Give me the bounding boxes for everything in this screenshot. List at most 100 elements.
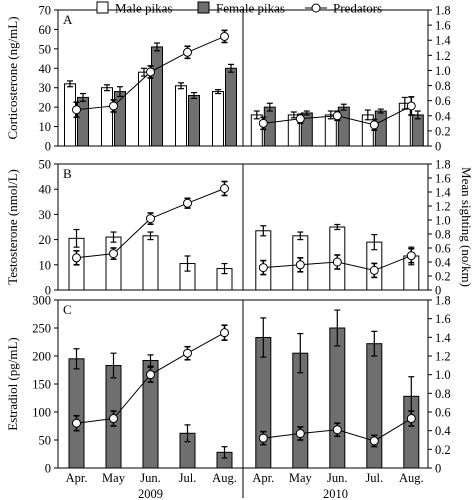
year-label-2010: 2010 — [323, 487, 348, 500]
right-tick-label: 0.8 — [435, 79, 451, 93]
right-tick-label: 1.0 — [435, 64, 451, 78]
predator-point — [369, 436, 379, 446]
female-bar — [411, 114, 424, 147]
predator-point — [258, 118, 268, 128]
predator-point — [109, 101, 118, 111]
month-label: Jun. — [327, 471, 348, 485]
legend-predator-label: Predators — [333, 1, 382, 16]
male-bar — [175, 85, 187, 147]
right-tick-label: 0 — [435, 140, 441, 154]
left-tick-label: 300 — [32, 294, 51, 308]
male-bar — [142, 235, 159, 291]
right-tick-label: 1.6 — [435, 172, 451, 186]
left-tick-label: 70 — [39, 4, 52, 18]
month-label: Apr. — [66, 471, 88, 485]
predator-point — [109, 414, 118, 424]
month-label: Aug. — [399, 471, 424, 485]
male-bar — [105, 236, 122, 291]
female-bar — [77, 96, 89, 147]
female-bar — [329, 327, 346, 469]
predator-point — [220, 31, 229, 41]
legend-female-swatch — [197, 1, 210, 14]
right-tick-label: 1.4 — [435, 331, 451, 345]
month-label: Jul. — [179, 471, 197, 485]
left-tick-label: 200 — [32, 350, 51, 364]
year-label-2009: 2009 — [138, 487, 163, 500]
predator-point — [295, 428, 305, 438]
right-tick-label: 0.4 — [435, 109, 451, 123]
predator-point — [406, 414, 416, 424]
right-tick-label: 1.0 — [435, 214, 451, 228]
left-tick-label: 0 — [45, 462, 51, 476]
legend-predator-marker — [311, 3, 321, 13]
left-tick-label: 100 — [32, 406, 51, 420]
predator-point — [146, 67, 155, 77]
right-tick-label: 1.6 — [435, 312, 451, 326]
female-bar — [151, 46, 163, 147]
month-label: May — [102, 471, 126, 485]
predator-point — [183, 348, 192, 358]
predator-point — [72, 253, 81, 263]
left-tick-label: 20 — [39, 101, 52, 115]
left-tick-label: 40 — [39, 62, 52, 76]
right-tick-label: 1.8 — [435, 294, 451, 308]
predator-point — [72, 418, 81, 428]
legend-male-label: Male pikas — [115, 1, 172, 16]
x-axis-labels: Apr. May Jun. Jul. Aug. Apr. May Jun. Jul. Aug. 20… — [66, 468, 424, 500]
right-tick-label: 0.4 — [435, 256, 451, 270]
right-tick-label: 0.8 — [435, 228, 451, 242]
left-tick-label: 150 — [32, 378, 51, 392]
left-tick-label: 250 — [32, 322, 51, 336]
male-bar — [138, 71, 150, 147]
right-tick-label: 0.2 — [435, 443, 451, 457]
predator-point — [258, 433, 268, 443]
left-tick-label: 10 — [39, 120, 52, 134]
left-axis-title: Testosterone (nmol/L) — [5, 169, 20, 285]
right-tick-label: 1.2 — [435, 350, 451, 364]
female-bar — [188, 94, 200, 147]
panels: 01020304050607000.20.40.60.81.01.21.41.6… — [5, 4, 451, 476]
right-tick-label: 0.6 — [435, 406, 451, 420]
right-tick-label: 0 — [435, 284, 441, 298]
panel-letter: A — [63, 12, 73, 27]
male-bar — [101, 87, 113, 147]
left-tick-label: 50 — [39, 158, 52, 172]
right-tick-label: 1.4 — [435, 34, 451, 48]
month-label: Jul. — [365, 471, 383, 485]
right-tick-label: 1.4 — [435, 186, 451, 200]
left-axis-title: Estradiol (pg/mL) — [5, 337, 20, 431]
left-tick-label: 10 — [39, 258, 52, 272]
predator-point — [332, 111, 342, 121]
right-tick-label: 1.0 — [435, 368, 451, 382]
female-bar — [68, 358, 85, 469]
predator-point — [369, 120, 379, 130]
right-tick-label: 0.4 — [435, 424, 451, 438]
predator-point — [146, 214, 155, 224]
predator-point — [406, 251, 416, 261]
right-tick-label: 0 — [435, 462, 441, 476]
male-bar — [212, 91, 224, 147]
left-tick-label: 30 — [39, 81, 52, 95]
predator-point — [406, 101, 416, 111]
predator-point — [220, 328, 229, 338]
month-label: Aug. — [212, 471, 237, 485]
predator-point — [295, 114, 305, 124]
predator-point — [295, 260, 305, 270]
male-bar — [250, 114, 263, 147]
month-label: Apr. — [252, 471, 274, 485]
predator-point — [146, 370, 155, 380]
female-bar — [225, 67, 237, 147]
predator-point — [258, 263, 268, 273]
legend-male-swatch — [96, 1, 109, 14]
right-tick-label: 1.2 — [435, 49, 451, 63]
predator-point — [332, 425, 342, 435]
female-bar — [374, 110, 387, 147]
right-tick-label: 1.2 — [435, 200, 451, 214]
left-tick-label: 60 — [39, 23, 52, 37]
female-bar — [366, 343, 383, 469]
left-tick-label: 50 — [39, 42, 52, 56]
predator-point — [332, 257, 342, 267]
right-tick-label: 1.6 — [435, 19, 451, 33]
right-tick-label: 0.2 — [435, 124, 451, 138]
